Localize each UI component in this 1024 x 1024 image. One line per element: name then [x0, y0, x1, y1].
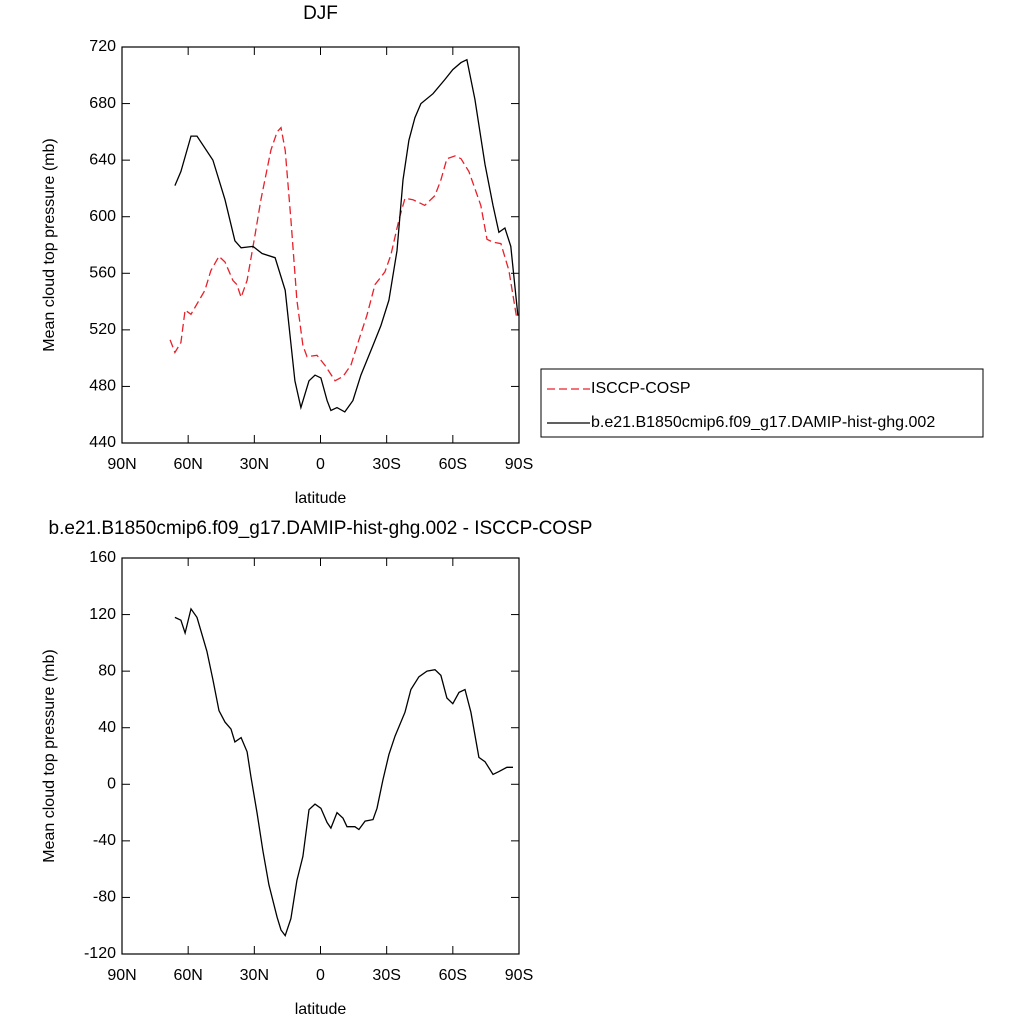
x-axis-label: latitude: [295, 490, 347, 507]
x-tick-label: 90S: [505, 967, 533, 984]
y-tick-label: 680: [89, 95, 116, 112]
chart-title: DJF: [303, 3, 338, 24]
legend-label: b.e21.B1850cmip6.f09_g17.DAMIP-hist-ghg.…: [591, 414, 935, 431]
plot-frame: [121, 557, 520, 955]
x-tick-label: 30S: [372, 456, 400, 473]
y-axis-label: Mean cloud top pressure (mb): [41, 138, 58, 351]
y-tick-label: 160: [89, 549, 116, 566]
x-tick-label: 0: [316, 456, 325, 473]
chart-title: b.e21.B1850cmip6.f09_g17.DAMIP-hist-ghg.…: [49, 518, 593, 539]
data-line: [174, 58, 519, 413]
y-tick-label: 480: [89, 378, 116, 395]
y-tick-label: 600: [89, 208, 116, 225]
legend-label: ISCCP-COSP: [591, 380, 691, 397]
y-tick-label: 560: [89, 265, 116, 282]
y-tick-label: 80: [98, 662, 116, 679]
x-tick-label: 60S: [439, 456, 467, 473]
data-line: [174, 607, 513, 937]
plot-frame: [121, 46, 520, 444]
y-tick-label: 0: [107, 776, 116, 793]
y-tick-label: -40: [93, 832, 116, 849]
x-tick-label: 30S: [372, 967, 400, 984]
y-tick-label: 720: [89, 38, 116, 55]
x-tick-label: 30N: [240, 456, 269, 473]
x-tick-label: 90N: [107, 967, 136, 984]
x-tick-label: 60N: [173, 967, 202, 984]
x-tick-label: 60S: [439, 967, 467, 984]
x-tick-label: 90N: [107, 456, 136, 473]
y-tick-label: -120: [84, 945, 116, 962]
legend-box: [540, 368, 984, 438]
x-tick-label: 30N: [240, 967, 269, 984]
y-tick-label: 120: [89, 606, 116, 623]
y-axis-label: Mean cloud top pressure (mb): [41, 649, 58, 862]
x-tick-label: 0: [316, 967, 325, 984]
y-tick-label: 520: [89, 321, 116, 338]
y-tick-label: 440: [89, 434, 116, 451]
x-tick-label: 90S: [505, 456, 533, 473]
x-tick-label: 60N: [173, 456, 202, 473]
x-axis-label: latitude: [295, 1001, 347, 1018]
y-tick-label: 40: [98, 719, 116, 736]
y-tick-label: -80: [93, 889, 116, 906]
y-tick-label: 640: [89, 151, 116, 168]
data-line: [169, 126, 518, 382]
